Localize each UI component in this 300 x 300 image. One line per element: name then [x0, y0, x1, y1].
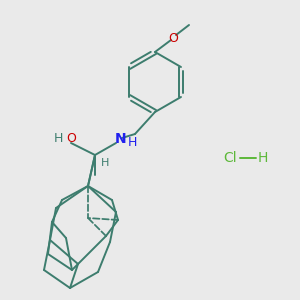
Text: H: H	[258, 151, 268, 165]
Text: H: H	[54, 133, 63, 146]
Text: O: O	[66, 133, 76, 146]
Text: O: O	[168, 32, 178, 44]
Text: Cl: Cl	[223, 151, 237, 165]
Text: N: N	[115, 132, 127, 146]
Text: H: H	[127, 136, 137, 148]
Text: H: H	[101, 158, 109, 168]
